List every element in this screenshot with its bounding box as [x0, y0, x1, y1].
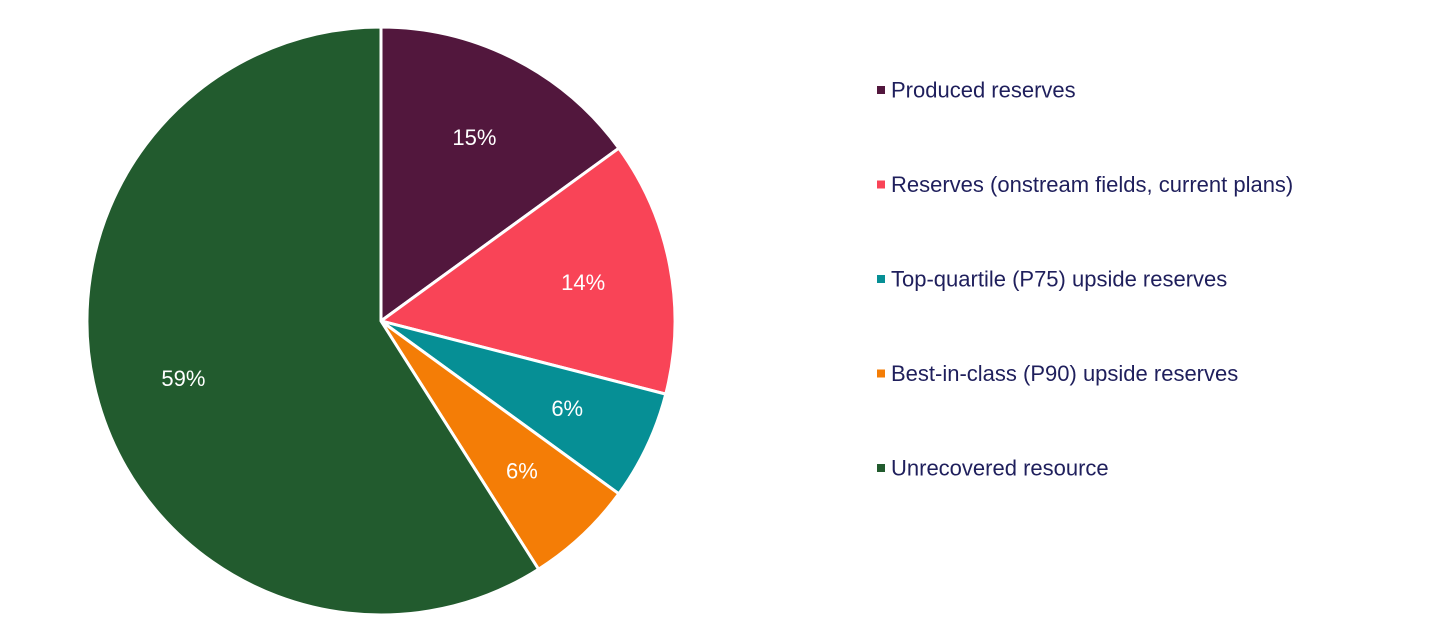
legend-swatch — [877, 464, 885, 472]
legend-label: Reserves (onstream fields, current plans… — [891, 172, 1293, 197]
legend-swatch — [877, 369, 885, 378]
legend-item-top-quartile-p75-upside-reserves: Top-quartile (P75) upside reserves — [877, 267, 1227, 292]
pie-slice-unrecovered-resource — [85, 25, 541, 617]
data-label-produced-reserves: 15% — [452, 125, 496, 150]
legend: Produced reserves Reserves (onstream fiel… — [877, 78, 1293, 481]
data-label-best-in-class-p90-upside-reserves: 6% — [506, 459, 538, 484]
data-label-reserves-onstream-fields-current-plans: 14% — [561, 270, 605, 295]
legend-label: Top-quartile (P75) upside reserves — [891, 267, 1227, 292]
legend-item-reserves-onstream-fields-current-plans: Reserves (onstream fields, current plans… — [877, 172, 1293, 197]
legend-item-produced-reserves: Produced reserves — [877, 78, 1076, 103]
legend-item-unrecovered-resource: Unrecovered resource — [877, 456, 1109, 481]
pie-slice-reserves-onstream-fields-current-plans — [377, 146, 677, 396]
data-labels: 15% 14% 6% 6% 59% — [161, 125, 605, 483]
data-label-unrecovered-resource: 59% — [161, 366, 205, 391]
data-label-top-quartile-p75-upside-reserves: 6% — [551, 396, 583, 421]
legend-item-best-in-class-p90-upside-reserves: Best-in-class (P90) upside reserves — [877, 361, 1238, 386]
legend-swatch — [877, 180, 885, 189]
legend-swatch — [877, 275, 885, 283]
legend-label: Unrecovered resource — [891, 456, 1109, 481]
pie-slice-produced-reserves — [379, 25, 621, 324]
legend-label: Produced reserves — [891, 78, 1076, 103]
legend-swatch — [877, 86, 885, 94]
legend-label: Best-in-class (P90) upside reserves — [891, 361, 1238, 386]
pie-slices — [85, 25, 677, 617]
